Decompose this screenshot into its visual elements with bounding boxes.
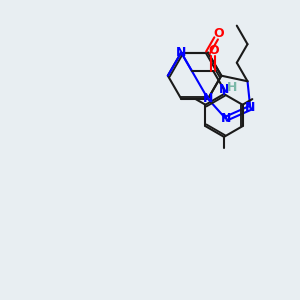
Text: H: H — [227, 81, 238, 94]
Text: N: N — [245, 101, 256, 114]
Text: N: N — [176, 46, 186, 59]
Text: N: N — [221, 112, 231, 125]
Text: N: N — [219, 83, 229, 96]
Text: O: O — [208, 44, 219, 57]
Text: N: N — [203, 92, 213, 105]
Text: O: O — [214, 27, 224, 40]
